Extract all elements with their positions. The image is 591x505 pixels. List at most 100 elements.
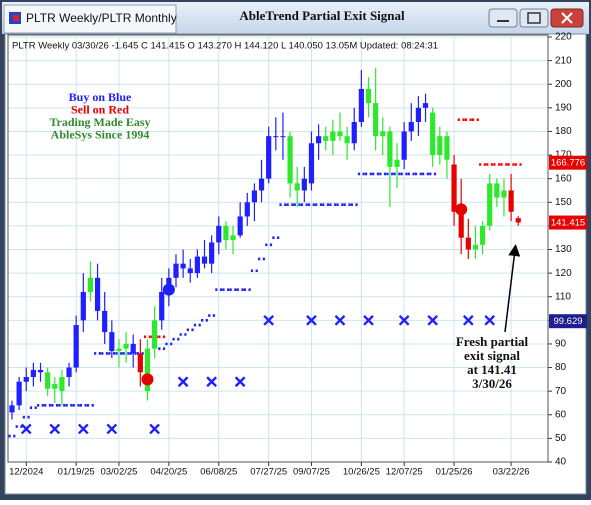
app-icon-inner xyxy=(13,15,19,21)
candle-body xyxy=(465,237,471,250)
candle-body xyxy=(479,225,486,245)
y-tick-label: 120 xyxy=(555,268,572,279)
x-tick-label: 10/26/25 xyxy=(343,467,380,478)
candle-body xyxy=(80,292,86,321)
x-tick-label: 07/27/25 xyxy=(250,467,287,478)
candle-body xyxy=(180,263,186,269)
x-marker xyxy=(462,314,474,326)
plot-border xyxy=(7,34,549,463)
window-controls xyxy=(488,8,584,28)
x-tick-label: 12/2024 xyxy=(9,467,43,478)
price-tag-label: 141.415 xyxy=(551,218,585,229)
candle-body xyxy=(52,384,58,389)
annotation: Trading Made Easy xyxy=(49,115,150,129)
candle-body xyxy=(287,136,293,184)
candle-body xyxy=(487,183,493,226)
candle-body xyxy=(209,242,215,264)
candle-body xyxy=(337,131,343,137)
candle-body xyxy=(159,292,165,321)
candle-body xyxy=(152,320,158,349)
price-tag xyxy=(549,155,587,170)
candle-body xyxy=(280,136,286,138)
x-tick-label: 01/19/25 xyxy=(58,467,95,478)
y-tick-label: 170 xyxy=(555,150,572,161)
x-marker xyxy=(484,314,496,326)
candle-body xyxy=(373,103,379,137)
signal-dot xyxy=(141,373,154,386)
x-marker xyxy=(334,314,346,326)
signal-dot xyxy=(455,203,468,216)
candle-body xyxy=(294,183,300,191)
candle-body xyxy=(244,202,250,217)
candle-body xyxy=(59,377,65,392)
x-marker xyxy=(77,423,89,435)
minimize-button[interactable] xyxy=(488,8,518,28)
plot: 4050607080901001101201301401501601701801… xyxy=(7,32,587,478)
candle-body xyxy=(9,405,15,413)
chart-panel xyxy=(4,33,587,495)
candle-body xyxy=(223,225,229,241)
candle-body xyxy=(501,190,507,198)
x-marker xyxy=(306,314,317,326)
candle-body xyxy=(230,235,236,241)
tab-box[interactable] xyxy=(3,4,177,34)
candle-body xyxy=(16,381,22,406)
candle-body xyxy=(380,131,386,137)
callout-text: at 141.41 xyxy=(467,362,517,377)
callout-text: exit signal xyxy=(464,348,520,363)
x-marker xyxy=(263,314,275,326)
candle-body xyxy=(451,164,457,212)
candle-body xyxy=(251,190,258,203)
candle-body xyxy=(137,353,143,373)
price-tag-label: 166.776 xyxy=(551,158,585,169)
y-tick-label: 90 xyxy=(555,339,567,350)
x-tick-label: 03/02/25 xyxy=(100,467,137,478)
x-tick-label: 09/07/25 xyxy=(293,467,330,478)
candle-body xyxy=(123,343,129,349)
candle-body xyxy=(387,131,393,167)
x-marker xyxy=(427,314,439,326)
candle-body xyxy=(301,178,307,191)
x-marker xyxy=(149,423,160,435)
candle-body xyxy=(508,190,514,212)
candle-body xyxy=(430,112,436,156)
candle-body xyxy=(201,256,208,264)
candle-body xyxy=(94,277,101,311)
candle-body xyxy=(45,372,51,389)
candle-body xyxy=(258,178,265,191)
y-tick-label: 110 xyxy=(555,291,571,302)
candle-body xyxy=(23,377,29,382)
y-tick-label: 150 xyxy=(555,197,572,208)
price-tag xyxy=(549,314,587,329)
signal-dot xyxy=(162,283,175,296)
price-tag xyxy=(549,215,587,230)
candle-body xyxy=(408,122,414,132)
candle-body xyxy=(266,136,272,179)
price-tag-label: 99.629 xyxy=(553,316,582,327)
close-icon xyxy=(561,12,573,24)
window-title: AbleTrend Partial Exit Signal xyxy=(239,8,405,23)
y-tick-label: 190 xyxy=(555,102,572,113)
tab-label[interactable]: PLTR Weekly/PLTR Monthly xyxy=(26,11,177,25)
candle-body xyxy=(444,136,450,160)
tab[interactable]: PLTR Weekly/PLTR Monthly xyxy=(3,4,177,34)
candle-body xyxy=(308,143,315,184)
x-marker xyxy=(398,314,410,326)
callout-text: Fresh partial xyxy=(456,334,529,349)
candle-body xyxy=(73,325,79,368)
candle-body xyxy=(365,88,372,104)
candle-body xyxy=(394,159,400,167)
candle-body xyxy=(344,136,350,144)
x-marker xyxy=(177,376,189,388)
y-tick-label: 220 xyxy=(555,32,572,43)
y-tick-label: 180 xyxy=(555,126,572,137)
chart-header: PLTR Weekly 03/30/26 -1.645 C 141.415 O … xyxy=(12,41,438,52)
candle-body xyxy=(415,107,422,122)
candle-body xyxy=(216,225,222,243)
x-marker xyxy=(20,423,32,435)
y-tick-label: 210 xyxy=(555,55,572,66)
callout-text: 3/30/26 xyxy=(472,376,512,391)
candle-body xyxy=(351,122,357,144)
maximize-button[interactable] xyxy=(519,8,549,28)
